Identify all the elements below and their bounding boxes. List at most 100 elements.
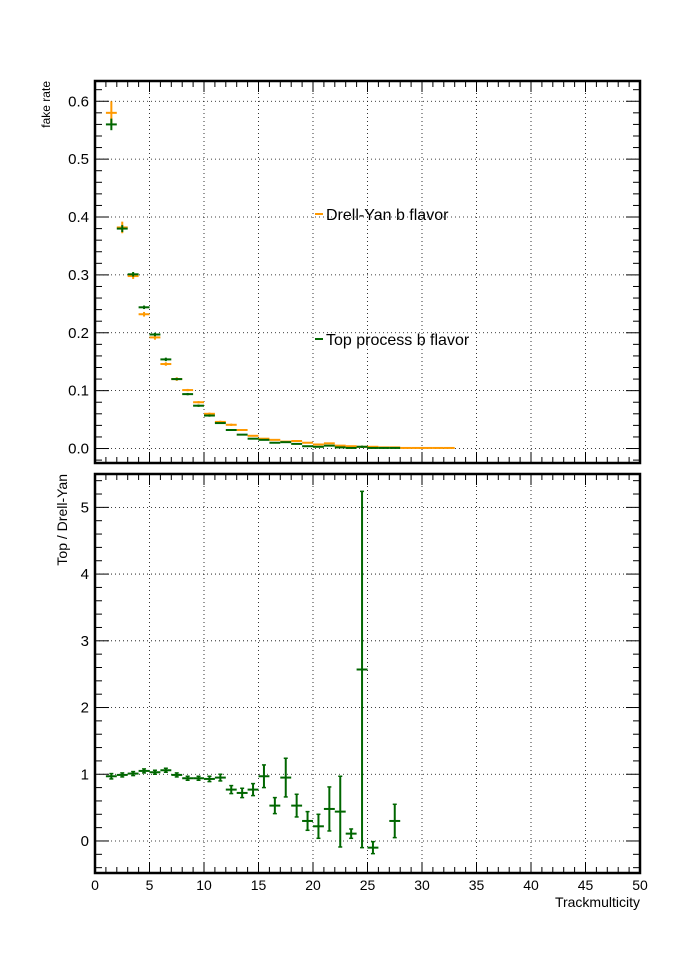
x-tick-label: 5 [146,877,154,893]
y-tick-label: 3 [81,633,89,650]
data-point [378,446,390,449]
legend: Drell-Yan b flavor Top process b flavor [315,207,470,349]
data-point [345,828,357,840]
data-point [236,429,248,432]
data-point [258,438,270,441]
data-point [258,764,270,789]
ratio-y-tick-labels: 0 1 2 3 4 5 [81,499,89,850]
data-point [345,446,357,449]
top-data-points [105,101,455,449]
data-point [160,357,172,362]
data-point [171,772,183,778]
data-point [116,772,128,778]
data-point [389,803,401,839]
data-point [149,769,161,776]
data-point [334,446,346,449]
data-point [356,490,368,849]
data-point [247,782,259,797]
data-point [323,786,335,832]
data-point [367,446,379,449]
y-tick-label: 4 [81,566,89,583]
data-point [334,775,346,848]
top-plot-frame [93,79,642,465]
data-point [302,810,313,832]
ratio-y-axis-label: Top / Drell-Yan [54,474,70,566]
legend-label: Drell-Yan b flavor [326,207,449,224]
data-point [356,445,368,448]
data-point [236,787,248,799]
series-1 [105,490,401,855]
data-point [149,332,161,337]
y-tick-label: 1 [81,766,89,783]
data-point [269,438,281,441]
data-point [389,446,401,449]
data-point [247,437,259,440]
data-point [138,768,150,774]
y-tick-label: 0.6 [68,93,89,110]
data-point [432,446,444,449]
data-point [171,377,183,381]
y-tick-label: 0.0 [68,441,89,458]
y-tick-label: 0.2 [68,325,89,342]
data-point [214,422,226,425]
ratio-x-axis-label: Trackmulticity [555,894,640,910]
legend-label: Top process b flavor [326,332,470,349]
x-tick-label: 25 [360,877,376,893]
data-point [313,813,324,840]
x-tick-label: 10 [196,877,212,893]
y-tick-label: 5 [81,499,89,516]
data-point [236,433,248,436]
data-point [182,775,194,782]
x-tick-label: 40 [523,877,539,893]
data-point [291,440,303,443]
data-point [443,446,455,449]
data-point [193,404,204,407]
x-tick-label: 20 [305,877,321,893]
data-point [105,772,117,780]
data-point [225,429,237,432]
data-point [422,446,433,449]
y-tick-label: 0.4 [68,209,89,226]
top-y-tick-labels: 0.0 0.1 0.2 0.3 0.4 0.5 0.6 [68,93,89,457]
data-point [367,840,379,855]
data-point [225,784,237,795]
data-point [302,441,313,444]
data-point [345,445,357,448]
data-point [280,441,292,444]
data-point [204,414,215,417]
x-tick-label: 15 [251,877,267,893]
data-point [193,401,204,404]
data-point [323,442,335,445]
ratio-x-tick-labels: 0 5 10 15 20 25 30 35 40 45 50 [91,877,648,893]
data-point [116,225,128,233]
data-point [313,445,324,448]
data-point [160,362,172,366]
data-point [193,775,204,782]
data-point [204,775,215,783]
ratio-data-points [105,490,401,855]
data-point [214,773,226,782]
y-tick-label: 0 [81,833,89,850]
data-point [138,305,150,310]
x-tick-label: 30 [414,877,430,893]
data-point [334,444,346,447]
data-point [160,767,172,773]
top-y-axis-label: fake rate [39,81,53,128]
data-point [400,446,412,449]
data-point [127,272,139,277]
series-2 [105,118,401,449]
legend-item: Top process b flavor [315,332,470,349]
data-point [291,793,303,818]
y-tick-label: 2 [81,700,89,717]
data-point [247,434,259,437]
data-point [302,445,313,448]
data-point [411,446,422,449]
data-point [182,388,194,392]
data-point [269,441,281,444]
data-point [105,118,117,131]
ratio-plot-frame [93,472,642,875]
data-point [182,392,194,396]
data-point [138,311,150,317]
